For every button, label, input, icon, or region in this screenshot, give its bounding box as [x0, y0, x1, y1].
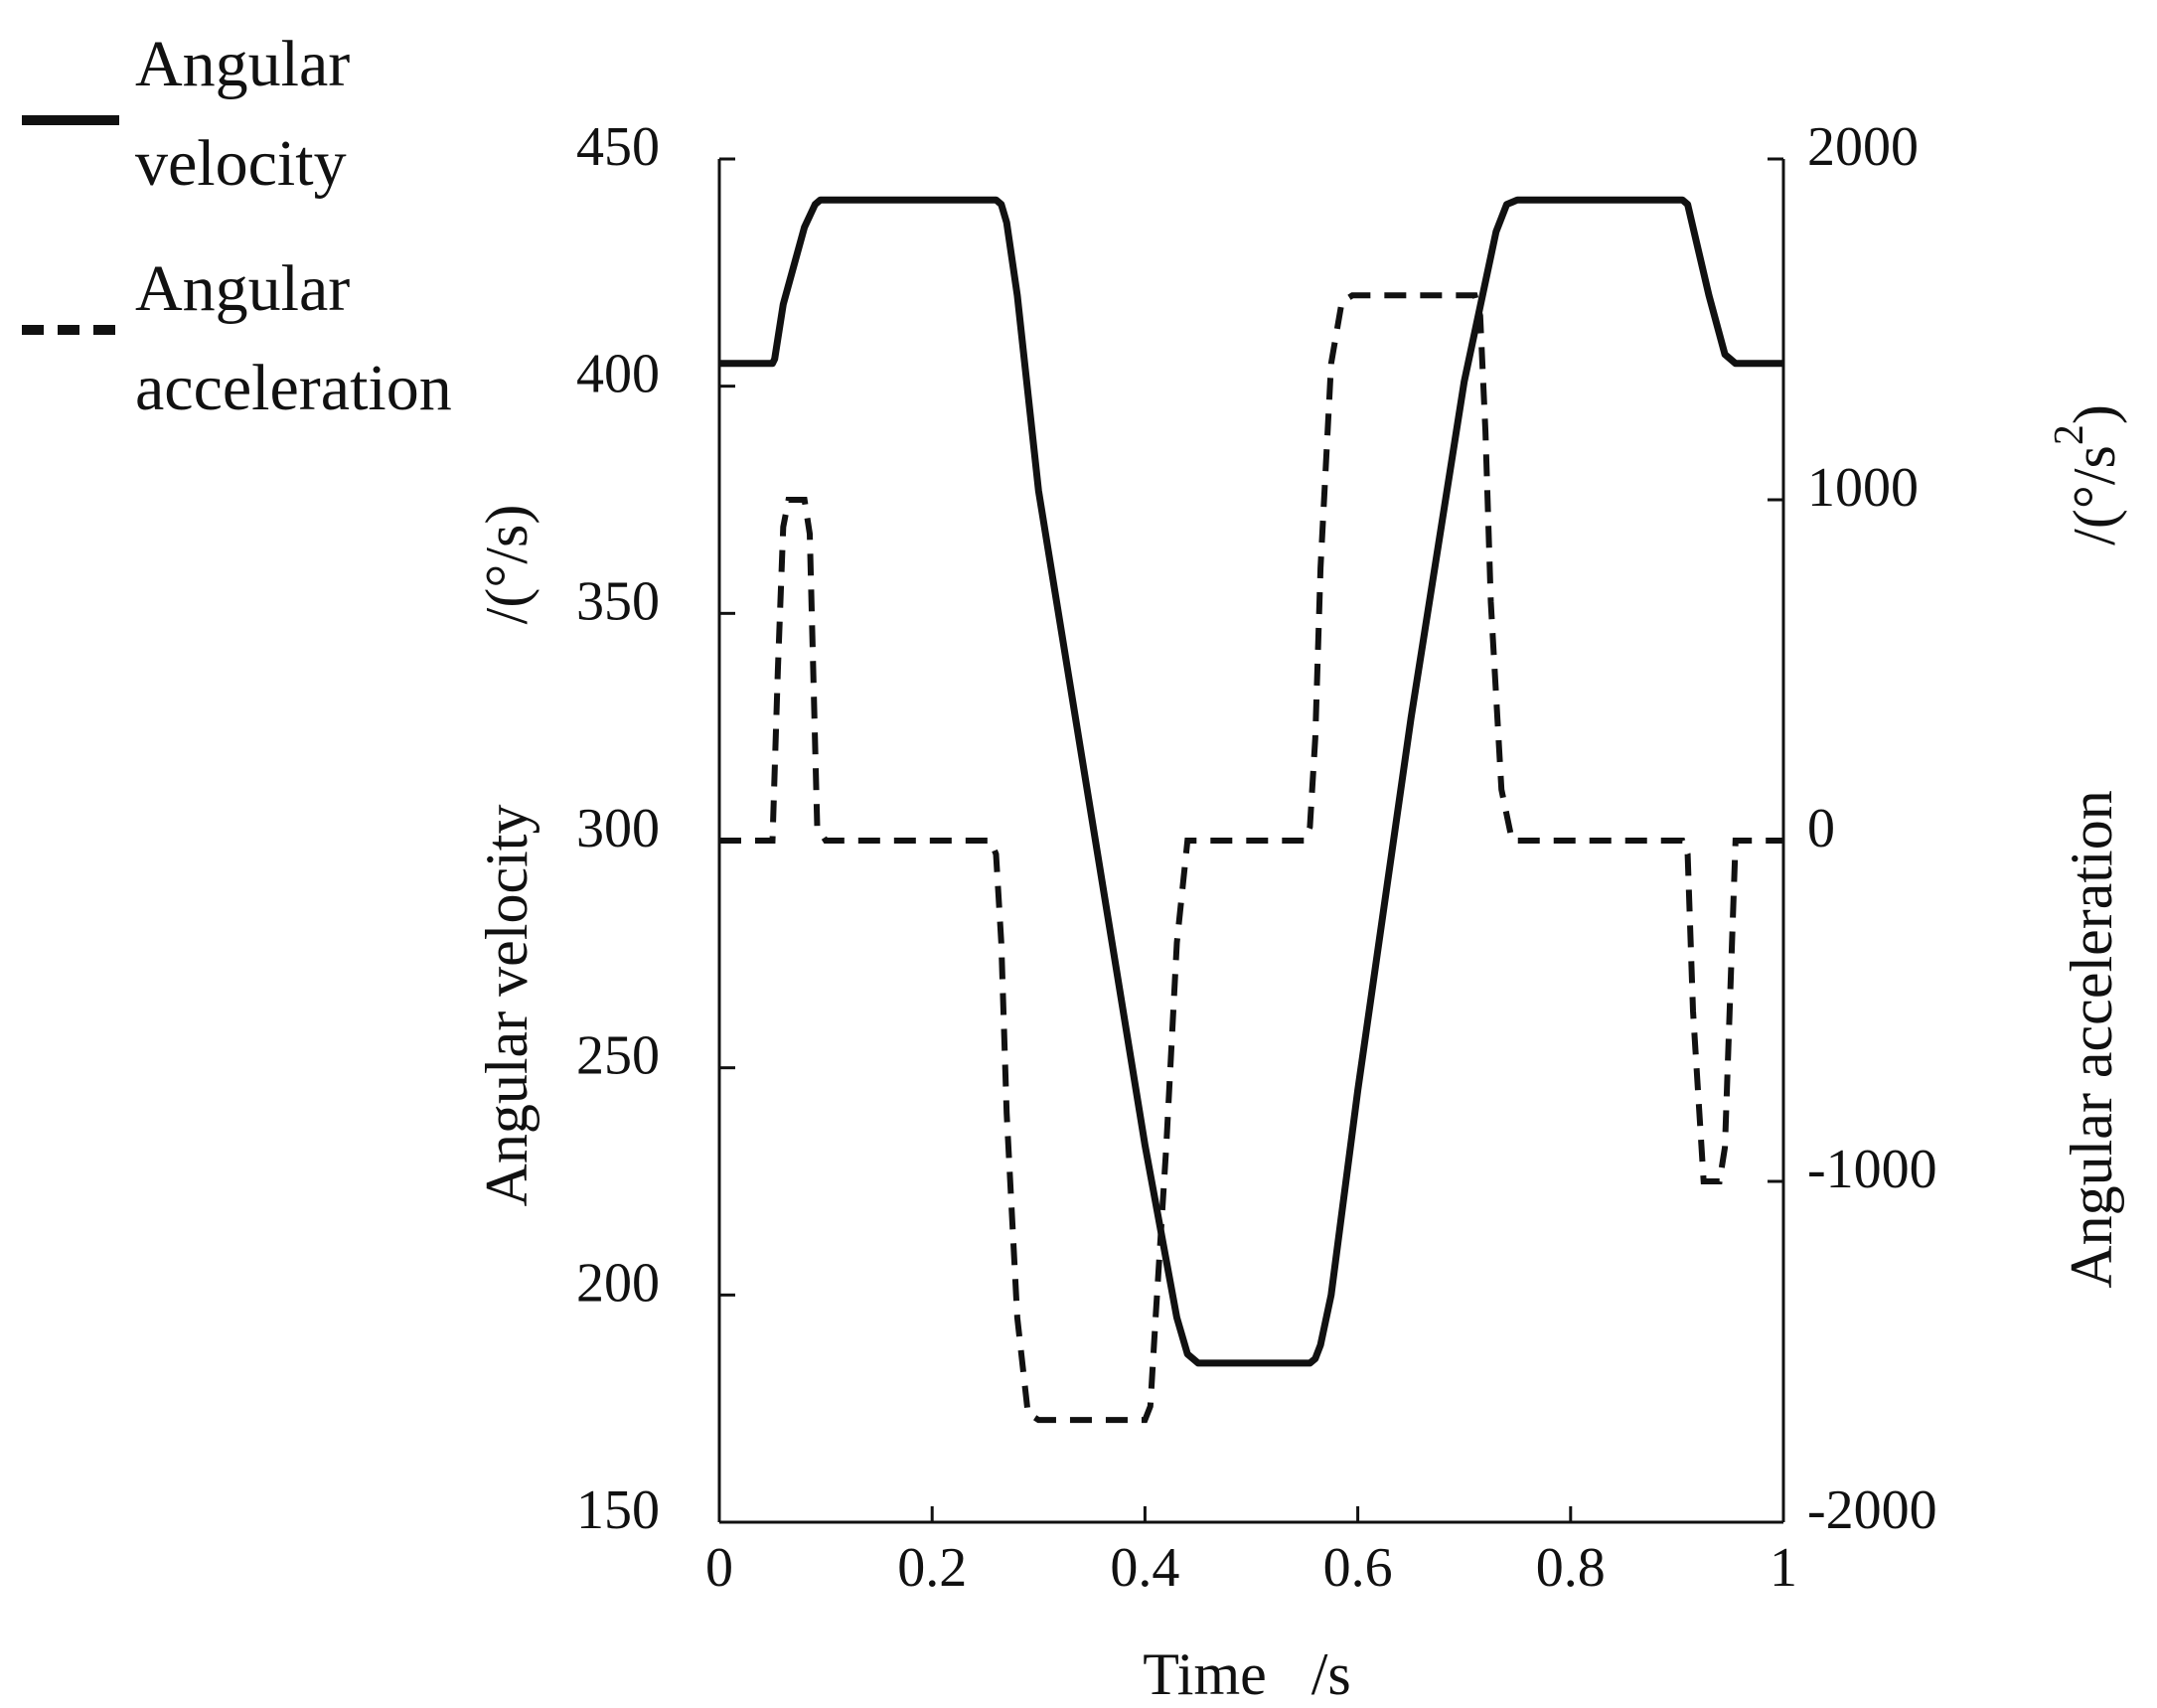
x-tick-label: 0.8: [1536, 1537, 1606, 1599]
x-axis-title: Time /s: [1143, 1641, 1351, 1707]
series-layer: [719, 196, 1783, 1424]
y-left-tick-label: 400: [576, 344, 660, 405]
y-right-axis-ticks: -2000 -1000 0 1000 2000: [1768, 116, 1937, 1541]
y-right-axis-unit-exponent: 2: [2047, 424, 2092, 445]
y-right-axis-title: Angular acceleration: [2059, 790, 2124, 1288]
legend-label-velocity-line2: velocity: [135, 127, 347, 200]
y-left-tick-label: 300: [576, 798, 660, 859]
y-left-tick-label: 450: [576, 116, 660, 178]
y-left-tick-label: 250: [576, 1025, 660, 1087]
y-left-axis-unit: /(°/s): [474, 505, 539, 625]
x-tick-label: 0.2: [897, 1537, 967, 1599]
y-left-axis-ticks: 150 200 250 300 350 400 450: [576, 116, 735, 1541]
x-tick-label: 0.6: [1323, 1537, 1393, 1599]
y-right-tick-label: 0: [1807, 798, 1835, 859]
y-left-tick-label: 150: [576, 1479, 660, 1541]
y-right-tick-label: -1000: [1807, 1139, 1937, 1200]
series-angular-acceleration: [719, 292, 1783, 1424]
y-left-axis-title: Angular velocity: [474, 805, 539, 1207]
y-right-tick-label: 1000: [1807, 457, 1919, 519]
legend-label-acceleration-line2: acceleration: [135, 352, 452, 424]
y-left-tick-label: 200: [576, 1252, 660, 1314]
y-right-tick-label: 2000: [1807, 116, 1919, 178]
y-right-axis-unit: /(°/s2): [2047, 404, 2127, 545]
y-right-axis-unit-close: ): [2062, 404, 2127, 424]
y-right-axis-unit-base: /(°/s: [2062, 445, 2127, 545]
legend: Angular velocity Angular acceleration: [22, 28, 452, 424]
legend-label-acceleration-line1: Angular: [135, 252, 350, 325]
y-right-tick-label: -2000: [1807, 1479, 1937, 1541]
x-axis-ticks: 0 0.2 0.4 0.6 0.8 1: [705, 1506, 1797, 1599]
x-tick-label: 1: [1770, 1537, 1797, 1599]
legend-label-velocity-line1: Angular: [135, 28, 350, 100]
y-left-tick-label: 350: [576, 570, 660, 632]
x-tick-label: 0: [705, 1537, 733, 1599]
x-tick-label: 0.4: [1110, 1537, 1179, 1599]
series-angular-velocity: [719, 196, 1783, 1367]
